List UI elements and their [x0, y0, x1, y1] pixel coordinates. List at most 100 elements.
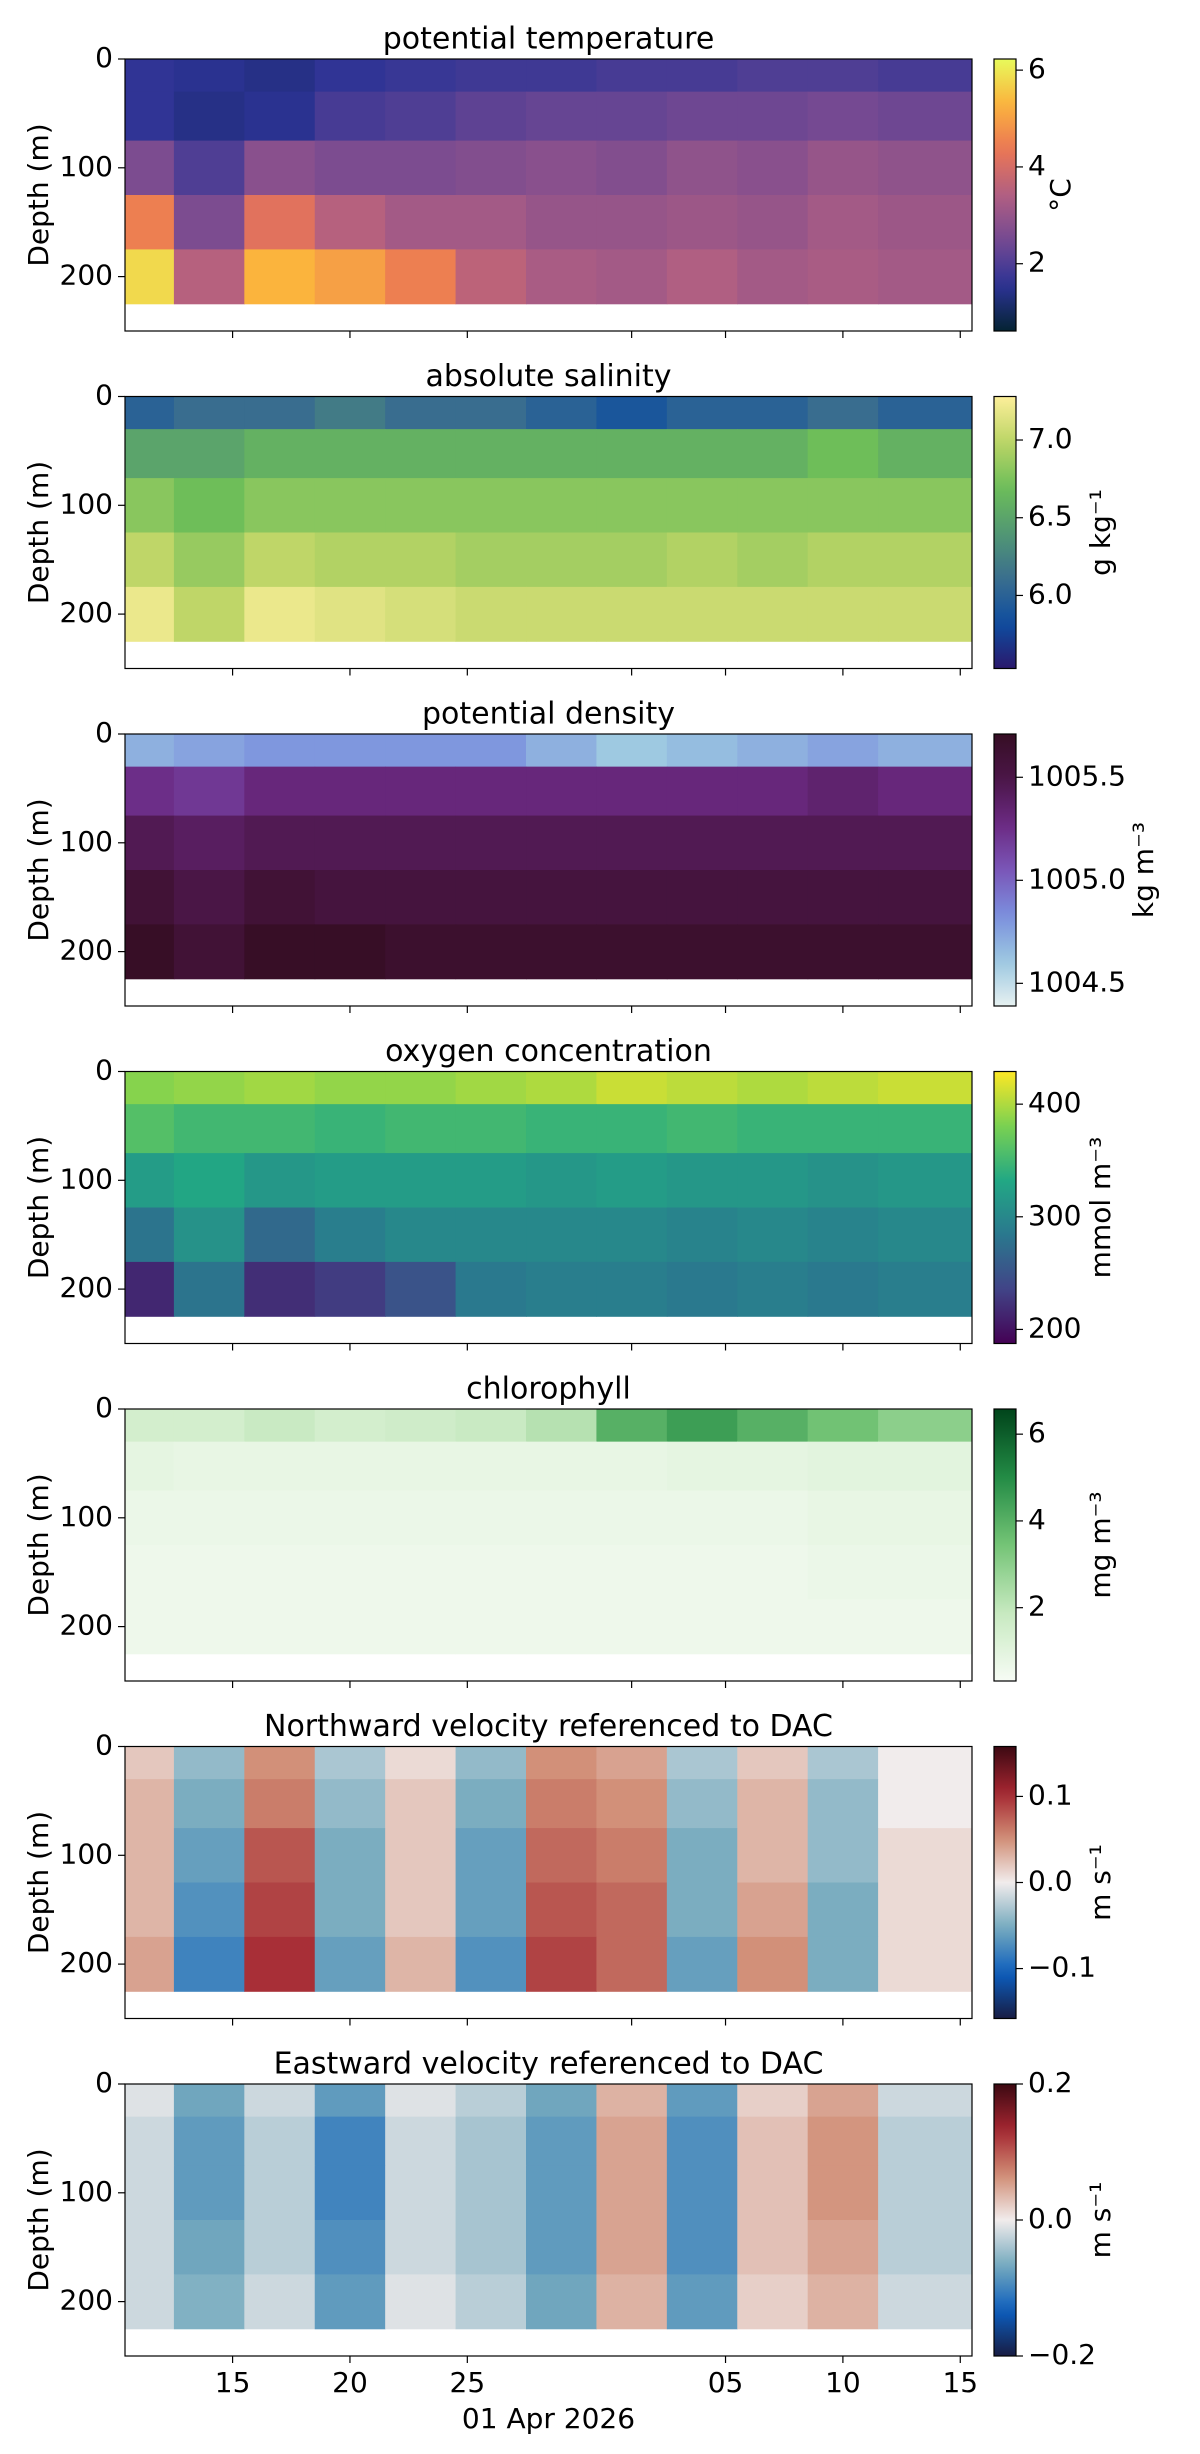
- heatmap-cell: [596, 1261, 668, 1317]
- heatmap-cell: [878, 478, 973, 533]
- heatmap-cell: [737, 1409, 809, 1443]
- heatmap-cell: [737, 1071, 809, 1105]
- heatmap-cell: [878, 249, 973, 305]
- y-tick-label: 200: [60, 1609, 113, 1642]
- panel-title: potential temperature: [383, 22, 715, 57]
- heatmap-cell: [596, 140, 668, 196]
- heatmap-cell: [173, 870, 245, 925]
- heatmap-cell: [526, 2165, 597, 2221]
- colorbar: [993, 1745, 1017, 2020]
- heatmap-cell: [807, 815, 879, 871]
- heatmap-cell: [526, 1599, 597, 1655]
- heatmap-cell: [125, 586, 175, 642]
- heatmap-cell: [878, 429, 973, 479]
- heatmap-cell: [737, 1936, 809, 1992]
- heatmap-cell: [737, 1746, 809, 1780]
- colorbar-tick-label: 0.0: [1028, 1865, 1073, 1898]
- heatmap-cell: [125, 59, 175, 93]
- heatmap-cell: [244, 815, 316, 871]
- heatmap-cell: [385, 140, 457, 196]
- heatmap-cell: [596, 586, 668, 642]
- heatmap-cell: [807, 1490, 879, 1546]
- heatmap-cell: [385, 1153, 457, 1208]
- panel-title: absolute salinity: [425, 359, 671, 394]
- heatmap-cell: [385, 734, 457, 768]
- x-tick-label: 25: [450, 2366, 486, 2399]
- heatmap-cell: [526, 1207, 597, 1263]
- heatmap-cell: [666, 1207, 738, 1263]
- heatmap-cell: [125, 1071, 175, 1105]
- plot-frame: [124, 2083, 973, 2357]
- heatmap-cell: [125, 1409, 175, 1443]
- heatmap-cell: [807, 1207, 879, 1263]
- y-tick-label: 0: [95, 1391, 113, 1424]
- heatmap-cell: [314, 140, 386, 196]
- y-tick-label: 0: [95, 41, 113, 74]
- heatmap-cell: [596, 1104, 668, 1154]
- heatmap-cell: [314, 2274, 386, 2330]
- heatmap-cell: [314, 1071, 386, 1105]
- heatmap-cell: [314, 1104, 386, 1154]
- y-tick-label: 0: [95, 2066, 113, 2099]
- heatmap-cell: [737, 429, 809, 479]
- heatmap-cell: [125, 2116, 175, 2167]
- heatmap-cell: [385, 1490, 457, 1546]
- heatmap-cell: [385, 1409, 457, 1443]
- heatmap-cell: [244, 429, 316, 479]
- heatmap-cell: [737, 870, 809, 925]
- heatmap-cell: [385, 1599, 457, 1655]
- heatmap-cell: [666, 586, 738, 642]
- heatmap-cell: [244, 1104, 316, 1154]
- heatmap-cell: [526, 1779, 597, 1829]
- heatmap-cell: [314, 478, 386, 533]
- heatmap-cell: [314, 734, 386, 768]
- heatmap-cell: [596, 59, 668, 93]
- heatmap-cell: [666, 2116, 738, 2167]
- colorbar-tick-label: 6.5: [1028, 500, 1073, 533]
- heatmap-cell: [666, 1882, 738, 1938]
- heatmap-cell: [125, 1779, 175, 1829]
- heatmap-cell: [737, 91, 809, 142]
- heatmap-cell: [807, 429, 879, 479]
- heatmap-cell: [125, 1207, 175, 1263]
- heatmap-cell: [526, 2084, 597, 2118]
- heatmap-cell: [737, 1207, 809, 1263]
- heatmap-cell: [455, 586, 527, 642]
- heatmap-cell: [385, 766, 457, 817]
- heatmap-cell: [173, 396, 245, 430]
- heatmap-cell: [526, 1104, 597, 1154]
- heatmap-cell: [173, 1261, 245, 1317]
- y-axis-label: Depth (m): [22, 1811, 55, 1954]
- heatmap-cell: [878, 1104, 973, 1154]
- heatmap-cell: [596, 1936, 668, 1992]
- heatmap-cell: [596, 396, 668, 430]
- heatmap-cell: [125, 1828, 175, 1883]
- heatmap-cell: [244, 140, 316, 196]
- heatmap-cell: [173, 1599, 245, 1655]
- heatmap-cell: [125, 870, 175, 925]
- heatmap-cell: [878, 766, 973, 817]
- colorbar-label: m s⁻¹: [1084, 1844, 1117, 1921]
- heatmap-cell: [878, 2084, 973, 2118]
- heatmap-cell: [666, 1104, 738, 1154]
- heatmap-cell: [314, 91, 386, 142]
- heatmap-cell: [314, 766, 386, 817]
- heatmap-cell: [737, 586, 809, 642]
- heatmap-cell: [596, 2220, 668, 2275]
- colorbar-tick-label: −0.1: [1028, 1951, 1096, 1984]
- heatmap-cell: [807, 91, 879, 142]
- heatmap-cell: [596, 1545, 668, 1600]
- heatmap-cell: [596, 429, 668, 479]
- heatmap-cell: [666, 59, 738, 93]
- heatmap-cell: [385, 478, 457, 533]
- colorbar-tick-label: 1005.5: [1028, 759, 1126, 792]
- heatmap-cell: [666, 91, 738, 142]
- heatmap-cell: [737, 1261, 809, 1317]
- heatmap-cell: [526, 924, 597, 980]
- heatmap-cell: [455, 1746, 527, 1780]
- heatmap-cell: [125, 396, 175, 430]
- heatmap-cell: [173, 1207, 245, 1263]
- heatmap-cell: [385, 1261, 457, 1317]
- heatmap-cell: [385, 91, 457, 142]
